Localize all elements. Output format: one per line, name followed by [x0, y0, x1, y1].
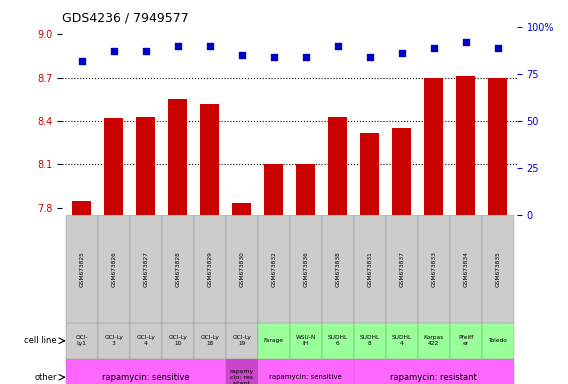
Point — [77, 58, 86, 64]
Bar — [130, 215, 162, 323]
Bar — [417, 215, 450, 323]
Bar — [258, 359, 354, 384]
Point — [237, 52, 246, 58]
Bar — [386, 215, 417, 323]
Point — [493, 45, 502, 51]
Text: GSM673828: GSM673828 — [175, 251, 180, 287]
Text: rapamycin: sensitive: rapamycin: sensitive — [102, 373, 190, 382]
Bar — [290, 323, 321, 359]
Text: SUDHL
4: SUDHL 4 — [391, 335, 412, 346]
Text: OCI-Ly
19: OCI-Ly 19 — [232, 335, 251, 346]
Text: other: other — [34, 373, 57, 382]
Bar — [482, 323, 513, 359]
Text: OCI-Ly
3: OCI-Ly 3 — [105, 335, 123, 346]
Text: SUDHL
6: SUDHL 6 — [328, 335, 348, 346]
Point — [397, 50, 406, 56]
Text: GSM673832: GSM673832 — [271, 251, 276, 287]
Text: GSM673825: GSM673825 — [79, 251, 84, 287]
Bar — [290, 215, 321, 323]
Text: Pfeiff
er: Pfeiff er — [458, 335, 473, 346]
Bar — [456, 76, 475, 215]
Bar — [225, 323, 258, 359]
Bar — [488, 78, 507, 215]
Bar — [450, 323, 482, 359]
Bar — [225, 359, 258, 384]
Text: cell line: cell line — [24, 336, 57, 345]
Text: Karpas
422: Karpas 422 — [424, 335, 444, 346]
Point — [173, 43, 182, 49]
Bar — [321, 323, 354, 359]
Bar — [482, 215, 513, 323]
Bar — [258, 215, 290, 323]
Bar — [321, 215, 354, 323]
Bar — [168, 99, 187, 215]
Text: rapamycin: sensitive: rapamycin: sensitive — [269, 374, 342, 380]
Bar — [194, 323, 225, 359]
Bar — [225, 215, 258, 323]
Text: GSM673838: GSM673838 — [335, 251, 340, 287]
Text: OCI-Ly
18: OCI-Ly 18 — [201, 335, 219, 346]
Point — [109, 48, 118, 55]
Point — [141, 48, 150, 55]
Bar — [162, 323, 194, 359]
Bar — [360, 132, 379, 215]
Bar — [200, 104, 219, 215]
Bar — [424, 78, 443, 215]
Text: GSM673834: GSM673834 — [463, 251, 468, 287]
Text: GSM673827: GSM673827 — [143, 251, 148, 287]
Bar — [136, 117, 155, 215]
Bar — [98, 215, 130, 323]
Bar — [328, 117, 347, 215]
Text: OCI-Ly
4: OCI-Ly 4 — [136, 335, 155, 346]
Text: GSM673835: GSM673835 — [495, 251, 500, 287]
Point — [301, 54, 310, 60]
Text: GSM673829: GSM673829 — [207, 251, 212, 287]
Text: GSM673836: GSM673836 — [303, 251, 308, 287]
Text: GSM673833: GSM673833 — [431, 251, 436, 287]
Bar — [194, 215, 225, 323]
Bar — [296, 164, 315, 215]
Bar — [450, 215, 482, 323]
Text: OCI-
Ly1: OCI- Ly1 — [76, 335, 88, 346]
Text: GDS4236 / 7949577: GDS4236 / 7949577 — [62, 11, 189, 24]
Bar — [232, 204, 251, 215]
Point — [205, 43, 214, 49]
Bar — [258, 323, 290, 359]
Bar — [72, 200, 91, 215]
Text: GSM673837: GSM673837 — [399, 251, 404, 287]
Bar — [354, 215, 386, 323]
Bar — [354, 323, 386, 359]
Point — [365, 54, 374, 60]
Bar — [354, 359, 513, 384]
Text: WSU-N
IH: WSU-N IH — [295, 335, 316, 346]
Point — [269, 54, 278, 60]
Text: rapamycin: resistant: rapamycin: resistant — [390, 373, 477, 382]
Text: Toledo: Toledo — [488, 338, 507, 343]
Text: Farage: Farage — [264, 338, 283, 343]
Text: GSM673831: GSM673831 — [367, 251, 372, 287]
Bar — [417, 323, 450, 359]
Text: rapamy
cin: res
istant: rapamy cin: res istant — [229, 369, 254, 384]
Bar — [104, 118, 123, 215]
Text: SUDHL
8: SUDHL 8 — [360, 335, 380, 346]
Bar — [386, 323, 417, 359]
Bar — [264, 164, 283, 215]
Bar — [162, 215, 194, 323]
Point — [333, 43, 343, 49]
Bar — [130, 323, 162, 359]
Bar — [66, 359, 225, 384]
Bar — [66, 323, 98, 359]
Point — [461, 39, 470, 45]
Text: OCI-Ly
10: OCI-Ly 10 — [168, 335, 187, 346]
Bar — [98, 323, 130, 359]
Point — [429, 45, 438, 51]
Bar — [66, 215, 98, 323]
Bar — [392, 128, 411, 215]
Text: GSM673830: GSM673830 — [239, 251, 244, 287]
Text: GSM673826: GSM673826 — [111, 251, 116, 287]
